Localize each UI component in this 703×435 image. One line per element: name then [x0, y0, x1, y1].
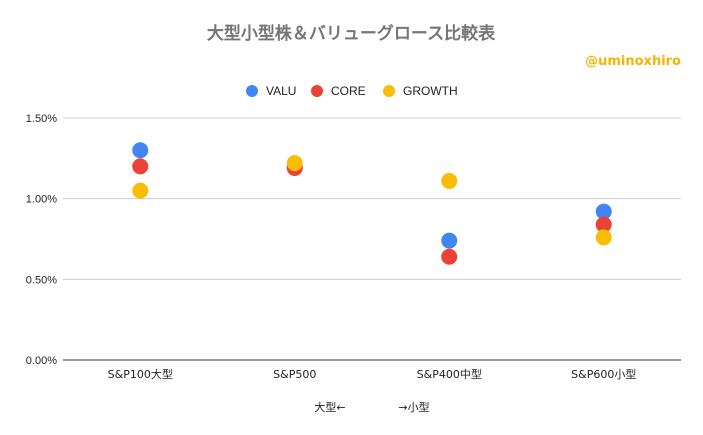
x-tick-label: S&P600小型	[571, 367, 636, 381]
legend-marker-growth	[383, 85, 395, 97]
point-valu	[595, 203, 612, 220]
y-tick-label: 1.00%	[26, 194, 57, 206]
legend-label-growth: GROWTH	[403, 84, 458, 98]
legend-label-core: CORE	[331, 84, 366, 98]
point-growth	[286, 155, 303, 172]
x-tick-label: S&P400中型	[417, 367, 482, 381]
gridlines	[63, 117, 681, 361]
chart-title: 大型小型株＆バリューグロース比較表	[207, 23, 496, 44]
y-tick-label: 1.50%	[26, 113, 57, 125]
point-core	[595, 216, 612, 233]
x-axis-label-right: →小型	[398, 400, 429, 414]
y-axis-ticks: 0.00% 0.50% 1.00% 1.50%	[26, 113, 57, 367]
point-valu	[441, 232, 458, 249]
x-tick-label: S&P100大型	[108, 367, 173, 381]
y-tick-label: 0.50%	[26, 274, 57, 286]
point-core	[441, 248, 458, 265]
y-tick-label: 0.00%	[26, 355, 57, 367]
legend: VALU CORE GROWTH	[246, 84, 458, 98]
watermark: @uminoxhiro	[585, 54, 681, 69]
x-tick-label: S&P500	[273, 368, 316, 381]
legend-marker-valu	[246, 85, 258, 97]
point-valu	[132, 142, 149, 159]
point-growth	[595, 229, 612, 246]
point-growth	[441, 172, 458, 189]
point-growth	[132, 182, 149, 199]
data-points	[132, 142, 612, 265]
point-core	[132, 158, 149, 175]
x-axis-label-left: 大型←	[314, 400, 345, 414]
legend-label-valu: VALU	[266, 84, 296, 98]
x-axis-ticks: S&P100大型 S&P500 S&P400中型 S&P600小型	[108, 367, 637, 381]
legend-marker-core	[311, 85, 323, 97]
